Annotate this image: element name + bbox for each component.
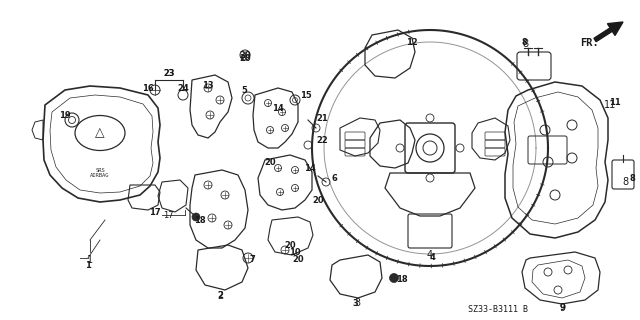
- Text: 4: 4: [427, 250, 433, 260]
- Text: 17: 17: [149, 207, 161, 217]
- Text: 23: 23: [163, 68, 175, 77]
- Text: SRS
AIRBAG: SRS AIRBAG: [90, 168, 109, 179]
- Text: 22: 22: [316, 135, 328, 145]
- Text: 20: 20: [264, 157, 276, 166]
- Text: 12: 12: [406, 37, 418, 46]
- Text: 18: 18: [396, 276, 408, 284]
- Text: SZ33-B3111 B: SZ33-B3111 B: [468, 306, 528, 315]
- Text: 3: 3: [352, 300, 358, 308]
- Text: 4: 4: [429, 253, 435, 262]
- Text: 5: 5: [241, 85, 247, 94]
- Text: 1: 1: [85, 261, 91, 270]
- Text: 15: 15: [300, 91, 312, 100]
- Text: 8: 8: [629, 173, 635, 182]
- Text: 11: 11: [604, 100, 616, 110]
- Text: 1: 1: [87, 255, 93, 265]
- Text: 17: 17: [163, 211, 173, 220]
- Text: 20: 20: [292, 255, 304, 265]
- Text: 9: 9: [559, 303, 565, 313]
- Text: 3: 3: [354, 298, 360, 308]
- Text: 14: 14: [304, 164, 316, 172]
- Text: 9: 9: [559, 303, 565, 313]
- Text: 20: 20: [239, 51, 251, 60]
- Text: 6: 6: [331, 173, 337, 182]
- Text: 23: 23: [164, 68, 174, 77]
- Text: 20: 20: [312, 196, 324, 204]
- Text: 14: 14: [272, 103, 284, 113]
- Text: 2: 2: [217, 292, 223, 300]
- Text: 20: 20: [284, 241, 296, 250]
- Text: 21: 21: [316, 114, 328, 123]
- Text: 8: 8: [522, 39, 528, 49]
- Text: 10: 10: [289, 247, 301, 257]
- Text: 16: 16: [142, 84, 154, 92]
- Text: 8: 8: [622, 177, 628, 187]
- Text: 24: 24: [177, 84, 189, 92]
- Text: 11: 11: [609, 98, 621, 107]
- Text: 2: 2: [217, 291, 223, 301]
- Text: 8: 8: [521, 37, 527, 46]
- Text: 13: 13: [202, 81, 214, 90]
- Text: 7: 7: [249, 255, 255, 265]
- Text: △: △: [95, 126, 105, 140]
- Circle shape: [192, 213, 200, 221]
- Text: FR.: FR.: [580, 38, 599, 48]
- Circle shape: [390, 274, 399, 283]
- Text: 19: 19: [59, 110, 71, 119]
- Text: 20: 20: [239, 53, 251, 62]
- Text: 18: 18: [194, 215, 206, 225]
- FancyArrow shape: [594, 22, 623, 42]
